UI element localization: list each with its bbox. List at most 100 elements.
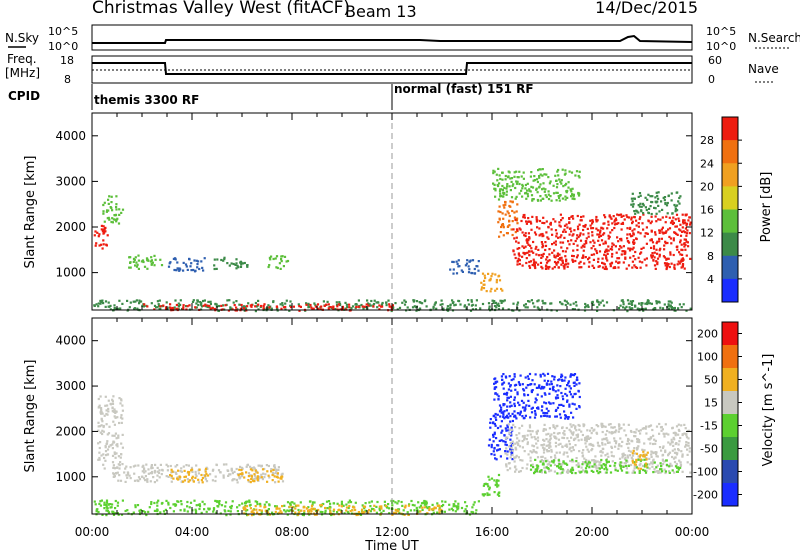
velocity-echo-cell [164,508,167,511]
power-echo-cell [667,194,670,198]
power-echo-cell [591,219,594,222]
power-echo-cell [543,222,546,225]
velocity-echo-cell [258,475,261,478]
velocity-echo-cell [495,437,498,440]
power-echo-cell [578,176,581,179]
power-echo-cell [647,193,650,196]
power-echo-cell [501,223,504,226]
power-echo-cell [522,216,525,219]
power-echo-cell [556,254,559,257]
power-echo-cell [618,248,621,251]
power-echo-cell [545,173,548,176]
velocity-echo-cell [185,464,188,467]
power-echo-cell [175,269,178,272]
velocity-echo-cell [647,425,650,428]
velocity-echo-cell [676,470,679,473]
power-echo-cell [504,203,507,206]
velocity-echo-cell [392,499,395,503]
power-echo-cell [563,224,567,227]
velocity-echo-cell [245,505,248,508]
power-echo-cell [596,300,599,303]
velocity-echo-cell [111,443,114,446]
velocity-echo-cell [272,468,275,471]
velocity-echo-cell [683,432,686,435]
velocity-echo-cell [338,508,341,511]
velocity-echo-cell [514,426,517,429]
velocity-echo-cell [142,477,146,480]
velocity-echo-cell [499,425,502,428]
power-echo-cell [126,299,129,302]
power-echo-cell [366,299,369,302]
velocity-echo-cell [454,500,457,503]
power-echo-cell [480,288,483,291]
power-echo-cell [624,256,627,259]
power-echo-cell [517,257,520,260]
power-echo-cell [526,306,529,309]
velocity-echo-cell [114,499,117,503]
velocity-echo-cell [663,468,666,471]
velocity-echo-cell [568,448,571,451]
power-echo-cell [637,204,640,207]
power-echo-cell [283,255,287,258]
velocity-echo-cell [500,439,503,442]
velocity-echo-cell [411,503,414,507]
power-echo-region [267,255,290,270]
velocity-echo-cell [150,502,153,506]
power-echo-cell [632,246,635,249]
velocity-echo-cell [252,479,255,482]
velocity-echo-cell [614,462,617,465]
power-echo-cell [596,309,599,312]
power-echo-cell [609,247,612,251]
velocity-echo-cell [526,442,529,446]
velocity-echo-cell [433,506,436,509]
power-colorbar-swatch [722,209,738,234]
velocity-echo-cell [103,507,106,510]
power-echo-cell [385,301,388,304]
velocity-ytick-label: 3000 [55,379,86,393]
power-echo-cell [563,267,566,270]
velocity-echo-cell [674,432,678,435]
velocity-echo-cell [236,506,239,509]
velocity-echo-cell [261,468,265,471]
velocity-echo-cell [655,466,658,469]
power-echo-cell [533,262,536,265]
power-echo-cell [664,221,667,224]
velocity-echo-cell [195,504,198,507]
velocity-echo-cell [622,452,625,455]
power-echo-cell [507,212,510,215]
power-echo-cell [537,263,540,266]
power-echo-cell [457,259,460,262]
velocity-echo-cell [225,463,228,466]
velocity-echo-cell [173,503,177,506]
power-echo-cell [524,303,527,306]
velocity-echo-cell [187,470,190,474]
velocity-echo-cell [685,441,688,444]
power-echo-cell [103,220,106,223]
power-echo-cell [645,264,648,267]
velocity-echo-cell [124,509,127,513]
velocity-echo-cell [104,450,108,453]
velocity-echo-cell [522,389,526,392]
power-echo-cell [137,259,140,262]
power-echo-cell [665,266,668,269]
velocity-echo-cell [686,453,689,456]
velocity-echo-cell [497,479,500,482]
velocity-echo-cell [112,475,115,478]
velocity-echo-cell [123,471,126,474]
power-echo-cell [684,248,687,251]
velocity-echo-cell [561,436,564,439]
velocity-echo-cell [511,458,514,461]
velocity-echo-cell [595,467,598,470]
power-echo-cell [190,262,193,265]
velocity-echo-cell [506,469,509,472]
power-echo-cell [470,300,473,303]
velocity-echo-cell [222,474,225,477]
power-echo-cell [454,303,457,306]
velocity-echo-cell [244,501,248,504]
velocity-echo-cell [580,438,583,441]
velocity-echo-cell [250,478,253,481]
velocity-echo-cell [183,479,186,482]
velocity-echo-cell [533,416,537,419]
power-echo-cell [118,208,121,211]
velocity-echo-cell [321,511,324,514]
